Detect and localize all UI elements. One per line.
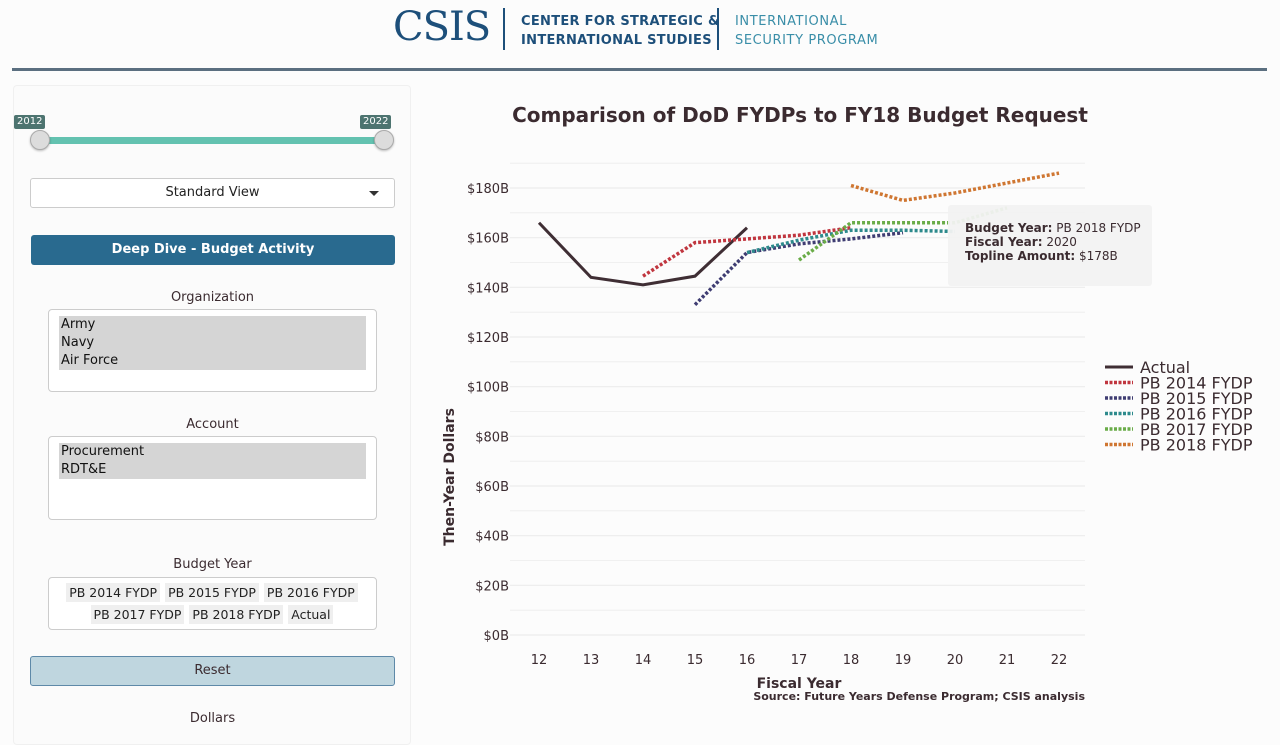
account-label: Account xyxy=(186,417,239,432)
csis-logo[interactable]: CSIS xyxy=(393,4,491,50)
x-tick-label: 17 xyxy=(791,653,808,668)
slider-label-low: 2012 xyxy=(14,115,46,129)
organization-label: Organization xyxy=(170,290,255,305)
account-option[interactable]: RDT&E xyxy=(59,461,366,479)
budget-year-chip[interactable]: Actual xyxy=(288,605,334,624)
header-rule xyxy=(12,68,1267,71)
series-line-actual xyxy=(537,221,749,287)
dollars-label: Dollars xyxy=(189,711,236,726)
budget-year-chip[interactable]: PB 2016 FYDP xyxy=(263,583,358,602)
budget-year-label: Budget Year xyxy=(173,557,252,572)
y-tick-label: $80B xyxy=(475,430,509,445)
program-name: INTERNATIONAL SECURITY PROGRAM xyxy=(735,12,878,50)
budget-year-chip[interactable]: PB 2014 FYDP xyxy=(66,583,161,602)
legend-label: PB 2014 FYDP xyxy=(1140,374,1253,393)
organization-option[interactable]: Air Force xyxy=(59,352,366,370)
logo-divider xyxy=(503,8,505,50)
legend-label: PB 2018 FYDP xyxy=(1140,436,1253,455)
series-line-pb-2014-fydp xyxy=(642,226,852,278)
y-tick-label: $140B xyxy=(467,281,509,296)
y-tick-label: $60B xyxy=(475,480,509,495)
budget-year-chip[interactable]: PB 2017 FYDP xyxy=(90,605,185,624)
account-option[interactable]: Procurement xyxy=(59,443,366,461)
tooltip-label: Budget Year: xyxy=(965,221,1053,235)
chart-title: Comparison of DoD FYDPs to FY18 Budget R… xyxy=(512,103,1088,127)
view-select[interactable]: Standard View xyxy=(30,178,395,208)
source-note: Source: Future Years Defense Program; CS… xyxy=(753,690,1085,703)
organization-option[interactable]: Army xyxy=(59,316,366,334)
legend-label: PB 2016 FYDP xyxy=(1140,405,1253,424)
legend-label: PB 2017 FYDP xyxy=(1140,420,1253,439)
header: CSIS CENTER FOR STRATEGIC & INTERNATIONA… xyxy=(0,0,1280,71)
org-name-line1: CENTER FOR STRATEGIC & xyxy=(521,14,720,29)
slider-label-high: 2022 xyxy=(360,115,392,129)
chevron-down-icon xyxy=(369,191,379,196)
legend-label: PB 2015 FYDP xyxy=(1140,389,1253,408)
account-listbox[interactable]: Procurement RDT&E xyxy=(48,436,377,520)
budget-year-chip[interactable]: PB 2018 FYDP xyxy=(189,605,284,624)
y-tick-label: $100B xyxy=(467,381,509,396)
y-tick-label: $20B xyxy=(475,579,509,594)
program-name-line1: INTERNATIONAL xyxy=(735,14,848,29)
plot-area xyxy=(537,171,1060,306)
deep-dive-button[interactable]: Deep Dive - Budget Activity xyxy=(31,235,395,265)
y-tick-label: $0B xyxy=(484,629,509,644)
y-tick-label: $40B xyxy=(475,530,509,545)
logo-divider xyxy=(717,8,719,50)
tooltip-label: Fiscal Year: xyxy=(965,235,1043,249)
line-chart: Comparison of DoD FYDPs to FY18 Budget R… xyxy=(442,103,1253,703)
x-tick-label: 12 xyxy=(531,653,548,668)
x-tick-label: 20 xyxy=(947,653,964,668)
hover-tooltip: Budget Year: PB 2018 FYDP Fiscal Year: 2… xyxy=(948,205,1152,286)
series-line-pb-2016-fydp xyxy=(746,228,956,255)
tooltip-value: $178B xyxy=(1079,249,1118,263)
org-name-line2: INTERNATIONAL STUDIES xyxy=(521,33,712,48)
organization-option[interactable]: Navy xyxy=(59,334,366,352)
series-line-pb-2015-fydp xyxy=(693,230,904,306)
slider-handle-high[interactable] xyxy=(374,130,394,150)
x-tick-label: 14 xyxy=(635,653,652,668)
reset-button[interactable]: Reset xyxy=(30,656,395,686)
org-name: CENTER FOR STRATEGIC & INTERNATIONAL STU… xyxy=(521,12,720,50)
x-tick-label: 21 xyxy=(999,653,1016,668)
y-axis-title: Then-Year Dollars xyxy=(442,408,458,546)
organization-listbox[interactable]: Army Navy Air Force xyxy=(48,309,377,392)
slider-track[interactable] xyxy=(40,137,384,144)
slider-handle-low[interactable] xyxy=(30,130,50,150)
y-axis: $0B $20B $40B $60B $80B $100B $120B $140B $160B $… xyxy=(467,182,509,644)
budget-year-selector[interactable]: PB 2014 FYDP PB 2015 FYDP PB 2016 FYDP P… xyxy=(48,577,377,630)
x-tick-label: 19 xyxy=(895,653,912,668)
x-tick-label: 15 xyxy=(687,653,704,668)
x-tick-label: 18 xyxy=(843,653,860,668)
tooltip-label: Topline Amount: xyxy=(965,249,1076,263)
x-tick-label: 13 xyxy=(583,653,600,668)
legend-label: Actual xyxy=(1140,358,1190,377)
y-tick-label: $180B xyxy=(467,182,509,197)
year-range-slider[interactable]: 2012 2022 xyxy=(14,115,396,155)
budget-year-chip[interactable]: PB 2015 FYDP xyxy=(165,583,259,602)
x-axis-title: Fiscal Year xyxy=(757,676,842,692)
view-select-value: Standard View xyxy=(165,185,260,200)
program-name-line2: SECURITY PROGRAM xyxy=(735,33,879,48)
gridlines xyxy=(510,162,1085,636)
tooltip-value: 2020 xyxy=(1046,235,1077,249)
series-line-pb-2018-fydp xyxy=(850,171,1060,203)
x-tick-label: 16 xyxy=(739,653,756,668)
y-tick-label: $120B xyxy=(467,331,509,346)
tooltip-value: PB 2018 FYDP xyxy=(1056,221,1141,235)
y-tick-label: $160B xyxy=(467,232,509,247)
x-tick-label: 22 xyxy=(1051,653,1068,668)
x-axis: 12 13 14 15 16 17 18 19 20 21 22 xyxy=(531,653,1068,668)
